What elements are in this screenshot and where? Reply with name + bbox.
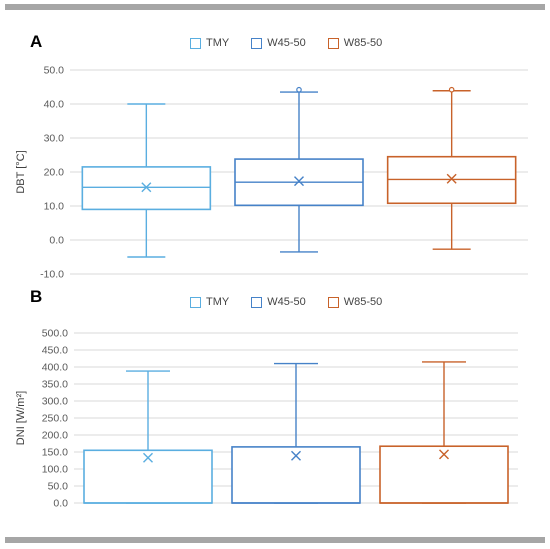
y-tick-label: 450.0 [42, 345, 68, 357]
dbt-box-plot: -10.0 0.0 10.0 20.0 30.0 40.0 50.0 DBT [°C] [15, 65, 528, 281]
iqr-box [83, 449, 213, 504]
legend-item-tmy: TMY [190, 296, 229, 308]
mean-marker [439, 449, 449, 460]
iqr-box [379, 445, 509, 504]
outlier-point [296, 86, 302, 93]
mean-marker [294, 176, 304, 187]
legend-item-w85: W85-50 [327, 296, 383, 308]
box-w45-50 [231, 362, 361, 504]
legend-label-tmy: TMY [206, 37, 230, 49]
legend-label-w85: W85-50 [343, 37, 383, 49]
y-tick-label: -10.0 [40, 269, 64, 281]
box-tmy [81, 103, 212, 258]
legend-item-w45: W45-50 [251, 296, 306, 308]
panel-label-a: A [30, 32, 43, 51]
mean-marker [446, 173, 457, 184]
y-tick-label: 0.0 [49, 235, 64, 247]
legend-swatch-tmy [190, 296, 201, 308]
y-tick-label: 400.0 [42, 362, 68, 374]
box-tmy [83, 370, 213, 504]
mean-marker [141, 182, 152, 193]
y-tick-label: 50.0 [44, 65, 65, 77]
legend-swatch-w85 [327, 37, 339, 49]
panel-label-b: B [30, 287, 43, 306]
y-axis-title: DNI [W/m²] [15, 391, 27, 445]
legend-item-w85: W85-50 [327, 37, 383, 49]
top-rule [5, 4, 545, 10]
y-tick-label: 200.0 [42, 430, 68, 442]
y-tick-label: 20.0 [44, 167, 65, 179]
y-tick-label: 300.0 [42, 396, 68, 408]
legend-a: TMY W45-50 W85-50 [190, 37, 382, 49]
mean-marker [143, 452, 153, 463]
legend-item-w45: W45-50 [251, 37, 306, 49]
y-tick-label: 50.0 [48, 481, 69, 493]
y-tick-label: 0.0 [53, 498, 68, 510]
y-tick-label: 30.0 [44, 133, 65, 145]
box-w85-50 [386, 86, 517, 250]
legend-b: TMY W45-50 W85-50 [190, 296, 382, 308]
y-tick-label: 150.0 [42, 447, 68, 459]
legend-swatch-w45 [251, 37, 263, 49]
legend-label-w45: W45-50 [267, 37, 306, 49]
legend-label-tmy: TMY [206, 296, 230, 308]
mean-marker [291, 450, 301, 461]
legend-swatch-w85 [327, 296, 339, 308]
y-tick-label: 250.0 [42, 413, 68, 425]
box-w45-50 [234, 86, 364, 253]
outlier-point [448, 86, 455, 93]
y-tick-label: 100.0 [42, 464, 68, 476]
box-w85-50 [379, 361, 509, 504]
y-tick-label: 500.0 [42, 328, 68, 340]
legend-item-tmy: TMY [190, 37, 229, 49]
y-axis-title: DBT [°C] [15, 150, 27, 193]
y-tick-label: 10.0 [44, 201, 65, 213]
y-tick-label: 40.0 [44, 99, 65, 111]
dni-box-plot: 0.0 50.0 100.0 150.0 200.0 250.0 300.0 350.0 400… [15, 328, 518, 510]
bottom-rule [5, 537, 545, 543]
legend-label-w85: W85-50 [343, 296, 383, 308]
legend-swatch-w45 [251, 296, 263, 308]
y-tick-label: 350.0 [42, 379, 68, 391]
legend-label-w45: W45-50 [267, 296, 306, 308]
legend-swatch-tmy [190, 37, 201, 49]
